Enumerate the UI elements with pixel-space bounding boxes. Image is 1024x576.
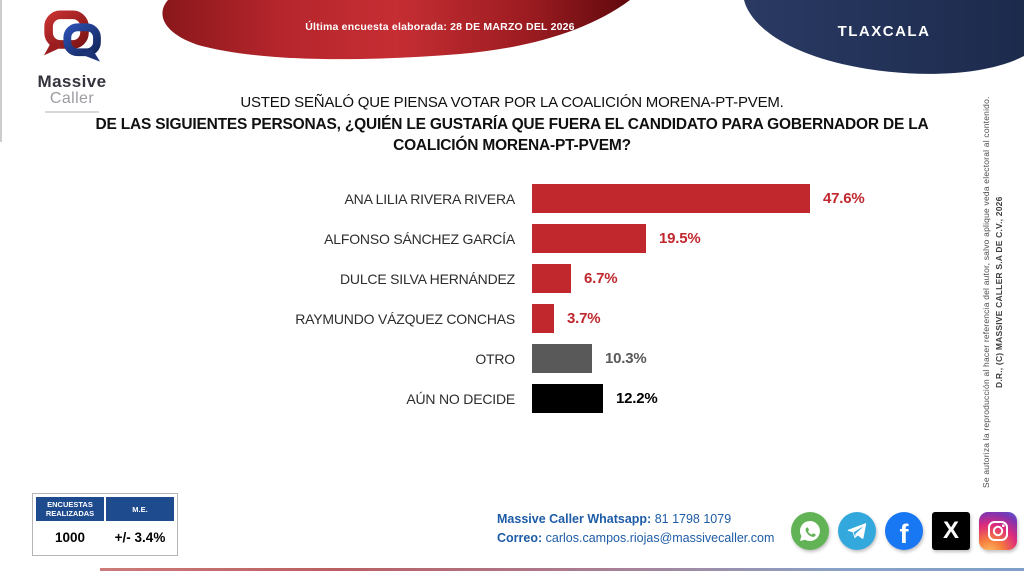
bottom-gradient-divider xyxy=(100,568,1024,571)
state-name-banner: TLAXCALA xyxy=(837,23,931,40)
bar-value-label: 6.7% xyxy=(584,270,618,287)
left-edge-divider xyxy=(0,0,2,142)
x-twitter-icon[interactable]: X xyxy=(932,512,970,550)
social-icons-row: f X xyxy=(791,512,1017,550)
chart-row: ALFONSO SÁNCHEZ GARCÍA 19.5% xyxy=(285,224,865,253)
bar-category-label: ANA LILIA RIVERA RIVERA xyxy=(344,190,516,207)
massive-caller-logo: Massive Caller xyxy=(20,10,124,113)
stats-value-sample-size: 1000 xyxy=(54,530,86,545)
bar-category-label: OTRO xyxy=(475,350,515,367)
contact-whatsapp-line[interactable]: Massive Caller Whatsapp: 81 1798 1079 xyxy=(497,510,774,529)
bar xyxy=(532,224,646,253)
red-swoosh-banner xyxy=(162,0,631,60)
bar-category-label: DULCE SILVA HERNÁNDEZ xyxy=(340,270,515,287)
question-intro: USTED SEÑALÓ QUE PIENSA VOTAR POR LA COA… xyxy=(240,94,784,111)
logo-tagline xyxy=(45,111,99,113)
bar xyxy=(532,264,571,293)
poll-results-bar-chart: ANA LILIA RIVERA RIVERA 47.6% ALFONSO SÁNC… xyxy=(285,184,865,424)
stats-header-me: M.E. xyxy=(106,497,174,521)
contact-info: Massive Caller Whatsapp: 81 1798 1079 Co… xyxy=(497,510,774,548)
bar xyxy=(532,184,810,213)
whatsapp-icon[interactable] xyxy=(791,512,829,550)
logo-wordmark-caller: Caller xyxy=(49,90,95,107)
copyright-vertical-text: Se autoriza la reproducción al hacer ref… xyxy=(980,62,1006,522)
stats-header-encuestas: ENCUESTAS REALIZADAS xyxy=(36,497,104,521)
reproduction-notice: Se autoriza la reproducción al hacer ref… xyxy=(981,96,991,488)
chart-row: DULCE SILVA HERNÁNDEZ 6.7% xyxy=(285,264,865,293)
bar-value-label: 19.5% xyxy=(659,230,701,247)
logo-bubbles-icon xyxy=(43,10,101,62)
bar-value-label: 3.7% xyxy=(567,310,601,327)
facebook-icon[interactable]: f xyxy=(885,512,923,550)
whatsapp-label: Massive Caller Whatsapp: xyxy=(497,512,652,526)
navy-corner-banner xyxy=(744,0,1024,74)
chart-row: RAYMUNDO VÁZQUEZ CONCHAS 3.7% xyxy=(285,304,865,333)
survey-question: USTED SEÑALÓ QUE PIENSA VOTAR POR LA COA… xyxy=(0,94,1024,156)
bar-category-label: RAYMUNDO VÁZQUEZ CONCHAS xyxy=(295,310,515,327)
email-label: Correo: xyxy=(497,531,543,545)
rights-line: D.R., (C) MASSIVE CALLER S.A DE C.V., 20… xyxy=(994,196,1004,388)
telegram-icon[interactable] xyxy=(838,512,876,550)
chart-row: AÚN NO DECIDE 12.2% xyxy=(285,384,865,413)
chart-row: OTRO 10.3% xyxy=(285,344,865,373)
whatsapp-number: 81 1798 1079 xyxy=(654,512,732,526)
bar xyxy=(532,304,554,333)
stats-value-margin-error: +/- 3.4% xyxy=(114,530,166,545)
header-banner-shapes xyxy=(162,0,1024,74)
question-main: DE LAS SIGUIENTES PERSONAS, ¿QUIÉN LE GU… xyxy=(95,116,929,154)
sample-stats-table: ENCUESTAS REALIZADAS M.E. 1000 +/- 3.4% xyxy=(32,493,178,556)
bar-category-label: ALFONSO SÁNCHEZ GARCÍA xyxy=(324,230,515,247)
facebook-f-glyph: f xyxy=(899,518,909,549)
bar-category-label: AÚN NO DECIDE xyxy=(406,390,515,407)
chart-row: ANA LILIA RIVERA RIVERA 47.6% xyxy=(285,184,865,213)
bar-value-label: 12.2% xyxy=(616,390,658,407)
bar-value-label: 10.3% xyxy=(605,350,647,367)
survey-date-banner: Última encuesta elaborada: 28 DE MARZO D… xyxy=(305,21,575,33)
instagram-icon[interactable] xyxy=(979,512,1017,550)
email-address: carlos.campos.riojas@massivecaller.com xyxy=(545,531,775,545)
bar xyxy=(532,344,592,373)
logo-wordmark-massive: Massive xyxy=(37,72,107,91)
contact-email-line[interactable]: Correo: carlos.campos.riojas@massivecall… xyxy=(497,529,774,548)
bar-value-label: 47.6% xyxy=(823,190,865,207)
bar xyxy=(532,384,603,413)
